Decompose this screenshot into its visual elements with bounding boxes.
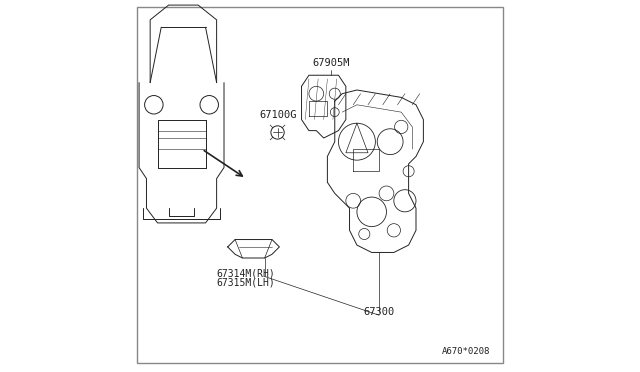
Text: 67315M(LH): 67315M(LH): [216, 278, 275, 288]
Text: 67100G: 67100G: [259, 110, 296, 120]
Text: 67905M: 67905M: [312, 58, 350, 68]
Text: 67314M(RH): 67314M(RH): [216, 269, 275, 279]
Text: 67300: 67300: [364, 307, 395, 317]
Text: A670*0208: A670*0208: [442, 347, 490, 356]
